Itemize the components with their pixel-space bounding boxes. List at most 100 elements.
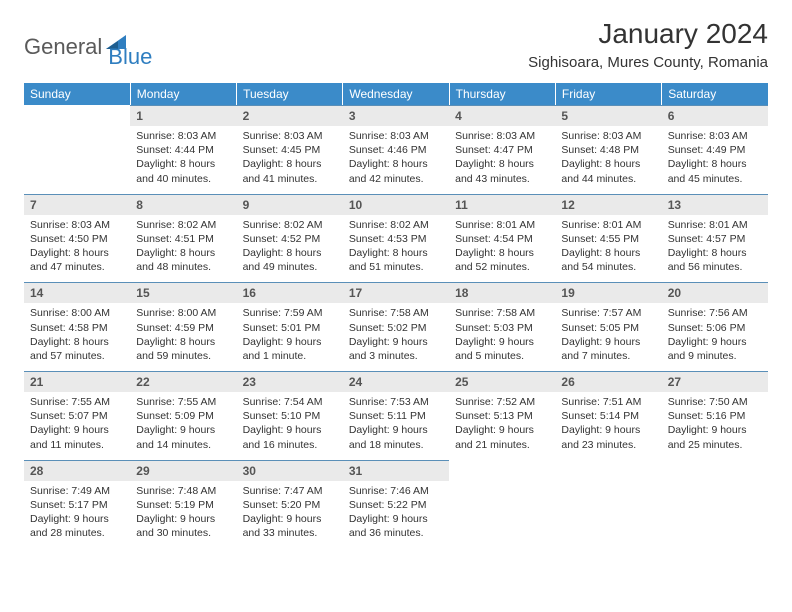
day-number: 25 [449,371,555,392]
day-cell: 20Sunrise: 7:56 AMSunset: 5:06 PMDayligh… [662,282,768,371]
day-number: 26 [555,371,661,392]
week-row: 7Sunrise: 8:03 AMSunset: 4:50 PMDaylight… [24,194,768,283]
day-header-wednesday: Wednesday [343,83,449,105]
day-cell: 7Sunrise: 8:03 AMSunset: 4:50 PMDaylight… [24,194,130,283]
day-content: Sunrise: 7:47 AMSunset: 5:20 PMDaylight:… [237,481,343,549]
day-cell: 6Sunrise: 8:03 AMSunset: 4:49 PMDaylight… [662,105,768,194]
logo-text-blue: Blue [108,44,152,70]
day-number: 3 [343,105,449,126]
day-number: 15 [130,282,236,303]
day-content: Sunrise: 8:01 AMSunset: 4:54 PMDaylight:… [449,215,555,283]
location: Sighisoara, Mures County, Romania [528,54,768,71]
day-cell: 25Sunrise: 7:52 AMSunset: 5:13 PMDayligh… [449,371,555,460]
day-content: Sunrise: 8:03 AMSunset: 4:48 PMDaylight:… [555,126,661,194]
day-number: 11 [449,194,555,215]
day-number: 13 [662,194,768,215]
day-content: Sunrise: 8:03 AMSunset: 4:46 PMDaylight:… [343,126,449,194]
day-number: 16 [237,282,343,303]
header: General Blue January 2024 Sighisoara, Mu… [24,18,768,71]
day-cell: 8Sunrise: 8:02 AMSunset: 4:51 PMDaylight… [130,194,236,283]
week-row: 1Sunrise: 8:03 AMSunset: 4:44 PMDaylight… [24,105,768,194]
day-number: 21 [24,371,130,392]
day-header-sunday: Sunday [24,83,130,105]
day-content: Sunrise: 7:49 AMSunset: 5:17 PMDaylight:… [24,481,130,549]
day-content: Sunrise: 8:03 AMSunset: 4:49 PMDaylight:… [662,126,768,194]
day-cell: 14Sunrise: 8:00 AMSunset: 4:58 PMDayligh… [24,282,130,371]
day-content: Sunrise: 7:58 AMSunset: 5:03 PMDaylight:… [449,303,555,371]
day-cell [662,460,768,549]
day-content: Sunrise: 8:02 AMSunset: 4:53 PMDaylight:… [343,215,449,283]
week-row: 21Sunrise: 7:55 AMSunset: 5:07 PMDayligh… [24,371,768,460]
day-content: Sunrise: 7:51 AMSunset: 5:14 PMDaylight:… [555,392,661,460]
logo-text-general: General [24,34,102,60]
day-cell: 23Sunrise: 7:54 AMSunset: 5:10 PMDayligh… [237,371,343,460]
day-cell: 9Sunrise: 8:02 AMSunset: 4:52 PMDaylight… [237,194,343,283]
day-number: 19 [555,282,661,303]
day-cell: 2Sunrise: 8:03 AMSunset: 4:45 PMDaylight… [237,105,343,194]
day-header-saturday: Saturday [662,83,768,105]
day-content: Sunrise: 7:57 AMSunset: 5:05 PMDaylight:… [555,303,661,371]
week-row: 28Sunrise: 7:49 AMSunset: 5:17 PMDayligh… [24,460,768,549]
day-content: Sunrise: 8:00 AMSunset: 4:58 PMDaylight:… [24,303,130,371]
day-cell: 13Sunrise: 8:01 AMSunset: 4:57 PMDayligh… [662,194,768,283]
day-number: 23 [237,371,343,392]
day-cell: 17Sunrise: 7:58 AMSunset: 5:02 PMDayligh… [343,282,449,371]
day-cell: 1Sunrise: 8:03 AMSunset: 4:44 PMDaylight… [130,105,236,194]
day-cell: 29Sunrise: 7:48 AMSunset: 5:19 PMDayligh… [130,460,236,549]
day-header-monday: Monday [130,83,236,105]
day-cell: 3Sunrise: 8:03 AMSunset: 4:46 PMDaylight… [343,105,449,194]
day-content: Sunrise: 7:56 AMSunset: 5:06 PMDaylight:… [662,303,768,371]
day-number: 17 [343,282,449,303]
day-number: 9 [237,194,343,215]
day-number: 1 [130,105,236,126]
day-cell: 26Sunrise: 7:51 AMSunset: 5:14 PMDayligh… [555,371,661,460]
day-number: 7 [24,194,130,215]
day-cell: 16Sunrise: 7:59 AMSunset: 5:01 PMDayligh… [237,282,343,371]
day-cell: 12Sunrise: 8:01 AMSunset: 4:55 PMDayligh… [555,194,661,283]
day-number: 2 [237,105,343,126]
day-cell: 15Sunrise: 8:00 AMSunset: 4:59 PMDayligh… [130,282,236,371]
day-content: Sunrise: 8:03 AMSunset: 4:44 PMDaylight:… [130,126,236,194]
day-content: Sunrise: 8:03 AMSunset: 4:47 PMDaylight:… [449,126,555,194]
day-number: 14 [24,282,130,303]
day-cell: 31Sunrise: 7:46 AMSunset: 5:22 PMDayligh… [343,460,449,549]
day-number: 5 [555,105,661,126]
day-content: Sunrise: 7:55 AMSunset: 5:07 PMDaylight:… [24,392,130,460]
day-header-tuesday: Tuesday [237,83,343,105]
day-cell: 28Sunrise: 7:49 AMSunset: 5:17 PMDayligh… [24,460,130,549]
day-number: 8 [130,194,236,215]
logo: General Blue [24,24,152,70]
day-cell [555,460,661,549]
day-number: 30 [237,460,343,481]
day-number: 18 [449,282,555,303]
calendar-table: SundayMondayTuesdayWednesdayThursdayFrid… [24,83,768,548]
day-number: 22 [130,371,236,392]
day-content: Sunrise: 8:00 AMSunset: 4:59 PMDaylight:… [130,303,236,371]
day-content: Sunrise: 7:48 AMSunset: 5:19 PMDaylight:… [130,481,236,549]
day-number: 6 [662,105,768,126]
day-number: 31 [343,460,449,481]
day-number: 10 [343,194,449,215]
title-block: January 2024 Sighisoara, Mures County, R… [528,18,768,71]
day-content: Sunrise: 7:59 AMSunset: 5:01 PMDaylight:… [237,303,343,371]
day-content: Sunrise: 7:50 AMSunset: 5:16 PMDaylight:… [662,392,768,460]
day-content: Sunrise: 8:01 AMSunset: 4:55 PMDaylight:… [555,215,661,283]
day-cell [449,460,555,549]
day-cell: 30Sunrise: 7:47 AMSunset: 5:20 PMDayligh… [237,460,343,549]
day-content: Sunrise: 7:54 AMSunset: 5:10 PMDaylight:… [237,392,343,460]
day-content: Sunrise: 8:03 AMSunset: 4:45 PMDaylight:… [237,126,343,194]
day-content: Sunrise: 7:46 AMSunset: 5:22 PMDaylight:… [343,481,449,549]
day-content: Sunrise: 7:53 AMSunset: 5:11 PMDaylight:… [343,392,449,460]
day-content: Sunrise: 7:55 AMSunset: 5:09 PMDaylight:… [130,392,236,460]
day-header-thursday: Thursday [449,83,555,105]
day-number: 29 [130,460,236,481]
page: General Blue January 2024 Sighisoara, Mu… [0,0,792,566]
day-number: 28 [24,460,130,481]
day-header-row: SundayMondayTuesdayWednesdayThursdayFrid… [24,83,768,105]
day-cell: 5Sunrise: 8:03 AMSunset: 4:48 PMDaylight… [555,105,661,194]
day-content: Sunrise: 7:58 AMSunset: 5:02 PMDaylight:… [343,303,449,371]
day-cell: 11Sunrise: 8:01 AMSunset: 4:54 PMDayligh… [449,194,555,283]
month-title: January 2024 [528,18,768,50]
day-cell: 27Sunrise: 7:50 AMSunset: 5:16 PMDayligh… [662,371,768,460]
day-number: 20 [662,282,768,303]
